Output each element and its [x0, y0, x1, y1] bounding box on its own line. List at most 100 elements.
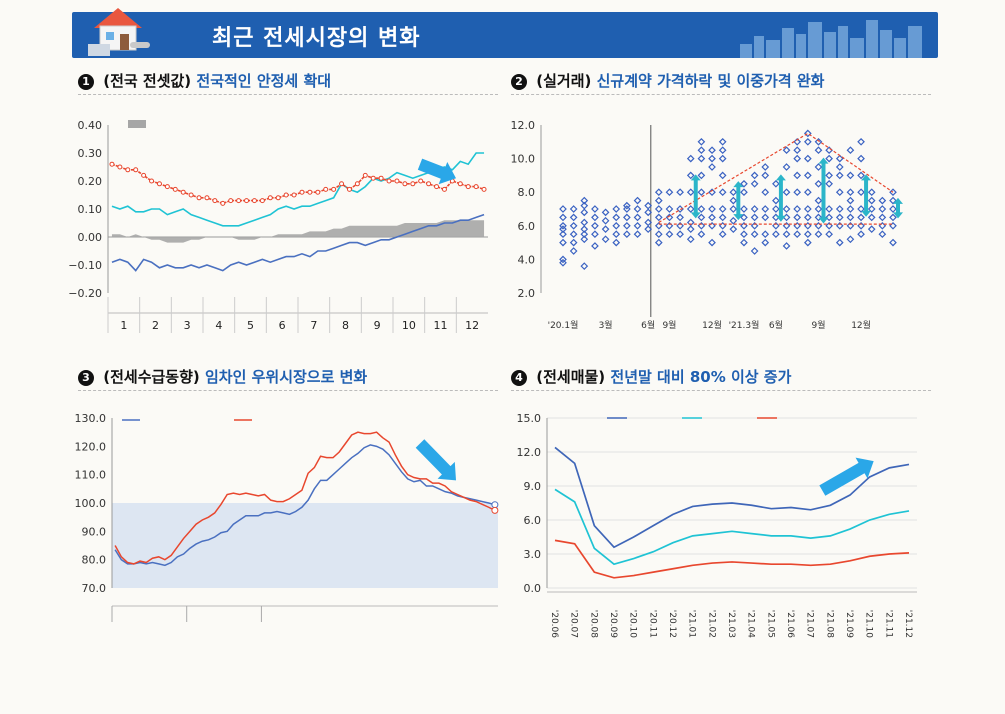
- x-tick-label: 9월: [811, 319, 825, 331]
- x-tick-label: 12월: [851, 319, 871, 331]
- scatter-point: [569, 213, 578, 222]
- scatter-point: [803, 205, 812, 213]
- data-point: [141, 172, 147, 178]
- x-tick-label: 3월: [599, 319, 613, 331]
- panel-3-title: 3 (전세수급동향) 임차인 우위시장으로 변화: [78, 366, 367, 387]
- data-point: [228, 198, 234, 204]
- scatter-point: [793, 188, 802, 197]
- scatter-point: [803, 221, 812, 230]
- scatter-point: [825, 205, 833, 213]
- scatter-point: [580, 201, 589, 210]
- y-tick-label: 6.0: [518, 220, 536, 233]
- scatter-point: [772, 196, 780, 205]
- data-point: [236, 198, 242, 204]
- scatter-point: [644, 201, 653, 210]
- data-point: [125, 167, 131, 173]
- legend-swatch: [128, 120, 146, 128]
- scatter-point: [676, 213, 684, 222]
- scatter-point: [835, 171, 844, 180]
- panel-2-title: 2 (실거래) 신규계약 가격하락 및 이중가격 완화: [511, 70, 824, 91]
- data-point: [196, 195, 202, 201]
- chart-supply-demand: 130.0 120.0 110.0 100.0 90.0 80.0 70.0: [75, 412, 499, 622]
- scatter-point: [729, 205, 738, 213]
- chart-jeonse-price-change: 0.400.300.200.100.00−0.10−0.201 2 3 4 5 6 7 8 9 1…: [68, 119, 488, 333]
- x-tick-label: '21.02: [706, 610, 716, 638]
- x-tick-label: '21.11: [883, 610, 893, 638]
- scatter-point: [761, 238, 770, 247]
- scatter-point: [569, 230, 578, 239]
- x-month-label: 2: [152, 319, 159, 332]
- scatter-point: [857, 171, 865, 180]
- scatter-point: [867, 213, 876, 222]
- scatter-point: [718, 230, 727, 239]
- scatter-point: [846, 146, 855, 155]
- scatter-point: [740, 213, 748, 222]
- scatter-point: [718, 154, 727, 163]
- divider: [511, 94, 931, 95]
- scatter-point: [697, 230, 706, 239]
- x-tick-label: '20.12: [667, 610, 677, 638]
- scatter-point: [623, 205, 631, 213]
- scatter-point: [772, 179, 780, 188]
- data-point: [331, 186, 337, 192]
- scatter-point: [612, 230, 621, 239]
- scatter-point: [803, 238, 812, 247]
- scatter-point: [708, 188, 716, 197]
- scatter-point: [718, 205, 727, 213]
- scatter-point: [878, 221, 887, 230]
- scatter-point: [761, 171, 770, 180]
- scatter-point: [803, 188, 812, 197]
- scatter-point: [654, 213, 663, 222]
- x-tick-label: '21.3월: [729, 319, 760, 331]
- scatter-point: [750, 221, 759, 230]
- scatter-point: [708, 154, 716, 163]
- scatter-point: [729, 225, 738, 234]
- scatter-point: [825, 154, 833, 163]
- scatter-point: [686, 218, 695, 227]
- scatter-point: [559, 213, 567, 222]
- gap-arrow-head: [861, 210, 872, 217]
- gap-arrow-head: [733, 214, 744, 221]
- scatter-point: [697, 171, 706, 180]
- scatter-point: [825, 213, 833, 222]
- panel-4-number: 4: [511, 370, 527, 386]
- panel-2-title-highlight: 신규계약 가격하락 및 이중가격 완화: [596, 72, 825, 90]
- scatter-point: [559, 238, 567, 247]
- data-point: [259, 198, 265, 204]
- gap-arrow-shaft: [896, 202, 900, 214]
- y-tick-label: −0.10: [68, 259, 102, 272]
- scatter-point: [644, 208, 653, 217]
- data-point: [283, 192, 289, 198]
- panel-4-title: 4 (전세매물) 전년말 대비 80% 이상 증가: [511, 366, 791, 387]
- scatter-point: [686, 188, 695, 197]
- y-tick-label: 120.0: [75, 440, 107, 453]
- series-line-2019: [111, 213, 485, 272]
- x-month-label: 6: [279, 319, 286, 332]
- panel-1-title: 1 (전국 전셋값) 전국적인 안정세 확대: [78, 70, 331, 91]
- scatter-point: [740, 230, 748, 239]
- series-line-2021: [111, 163, 485, 205]
- x-tick-label: 9월: [662, 319, 676, 331]
- scatter-point: [591, 221, 599, 230]
- scatter-point: [835, 205, 844, 213]
- divider: [511, 390, 931, 391]
- y-tick-label: 6.0: [524, 514, 542, 527]
- scatter-point: [580, 262, 589, 270]
- y-tick-label: 110.0: [75, 469, 107, 482]
- scatter-point: [665, 205, 674, 213]
- panel-4: 4 (전세매물) 전년말 대비 80% 이상 증가 15.0 12.0 9.0 6.0…: [511, 366, 931, 638]
- scatter-point: [740, 205, 748, 213]
- x-tick-label: 6월: [641, 319, 655, 331]
- trend-arrow: [415, 439, 456, 481]
- scatter-point: [697, 221, 706, 230]
- scatter-point: [857, 213, 865, 222]
- gap-arrow-shaft: [736, 186, 741, 216]
- y-tick-label: 90.0: [82, 525, 107, 538]
- scatter-point: [623, 201, 631, 210]
- scatter-point: [708, 205, 716, 213]
- scatter-point: [580, 230, 589, 239]
- gap-arrow-shaft: [821, 162, 826, 219]
- scatter-point: [814, 221, 823, 230]
- scatter-point: [846, 188, 855, 197]
- x-tick-label: '20.09: [608, 610, 618, 639]
